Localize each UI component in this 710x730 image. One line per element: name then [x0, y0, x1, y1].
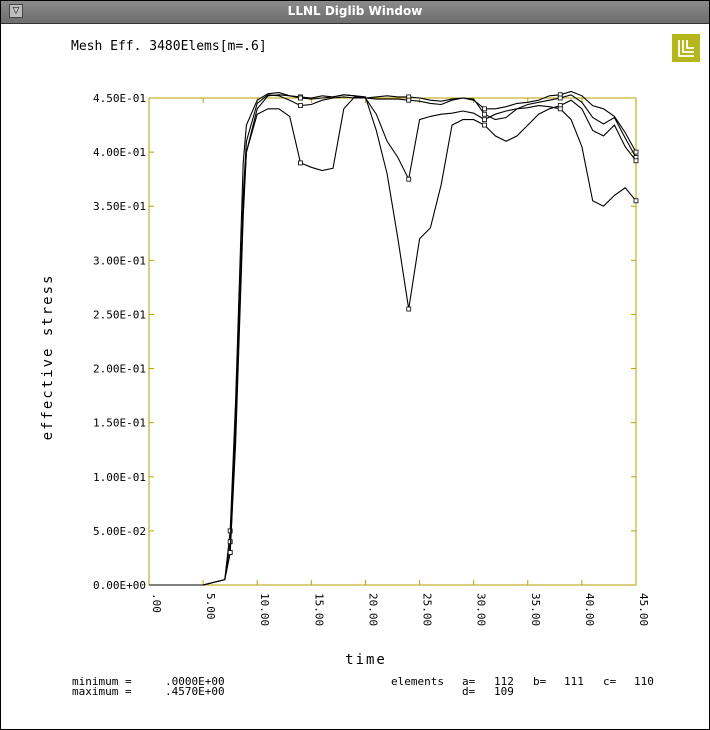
series-line-b: [149, 94, 637, 586]
series-marker-b: [298, 103, 303, 108]
y-tick-label: 5.00E-02: [93, 525, 146, 538]
series-line-d: [149, 96, 637, 586]
x-tick-label: 35.00: [529, 593, 542, 626]
x-tick-label: 30.00: [475, 593, 488, 626]
series-marker-b: [406, 97, 412, 103]
series-line-c: [149, 94, 637, 586]
series-marker-c: [482, 122, 487, 128]
stress-chart: Mesh Eff. 3480Elems[m=.6] 0.00E+00 5.00E-…: [40, 34, 700, 698]
x-tick-label: 45.00: [637, 593, 650, 626]
x-tick-label: .00: [150, 593, 163, 613]
y-tick-label: 4.00E-01: [93, 146, 146, 159]
chart-title: Mesh Eff. 3480Elems[m=.6]: [71, 39, 267, 54]
y-tick-label: 3.50E-01: [93, 200, 146, 213]
plot-frame: [148, 97, 637, 586]
window-title: LLNL Diglib Window: [287, 4, 423, 18]
series-marker-d: [298, 160, 303, 166]
y-tick-label: 2.50E-01: [93, 308, 146, 321]
x-tick-label: 20.00: [366, 593, 379, 626]
window-menu-icon[interactable]: ▽: [9, 4, 23, 18]
llnl-logo: [672, 34, 700, 62]
series-marker-c: [633, 158, 639, 164]
series-line-a: [149, 90, 637, 586]
series-marker-d: [482, 117, 487, 123]
x-tick-label: 25.00: [421, 593, 434, 626]
element-d-value: 109: [494, 685, 514, 698]
minimum-value: .0000E+00: [165, 675, 225, 688]
series-marker-d: [557, 106, 563, 112]
elements-label: elements: [391, 675, 444, 688]
series-marker-b: [482, 111, 487, 117]
series-marker-c: [406, 306, 412, 312]
y-tick-label: 2.00E-01: [93, 363, 146, 376]
minimum-label: minimum =: [72, 675, 132, 688]
x-axis-label: time: [345, 652, 387, 668]
x-tick-label: 5.00: [204, 593, 217, 620]
element-b-label: b=: [533, 675, 547, 688]
maximum-value: .4570E+00: [165, 685, 225, 698]
plot-canvas: Mesh Eff. 3480Elems[m=.6] 0.00E+00 5.00E-…: [4, 24, 706, 726]
element-c-value: 110: [634, 675, 654, 688]
series-marker-d: [406, 176, 412, 182]
element-a-label: a=: [462, 675, 476, 688]
y-tick-label: 1.00E-01: [93, 471, 146, 484]
x-tick-label: 10.00: [258, 593, 271, 626]
x-tick-label: 15.00: [312, 593, 325, 626]
series-marker-d: [633, 198, 639, 204]
y-tick-label: 0.00E+00: [93, 579, 146, 592]
footer-stats: minimum = .0000E+00 maximum = .4570E+00 …: [72, 675, 654, 698]
series-marker-d: [227, 550, 233, 555]
series-marker-b: [557, 95, 563, 101]
element-c-label: c=: [603, 675, 617, 688]
series-marker-a: [633, 149, 639, 155]
title-bar[interactable]: ▽ LLNL Diglib Window: [1, 1, 709, 24]
series-marker-c: [298, 95, 303, 101]
element-b-value: 111: [564, 675, 584, 688]
y-tick-label: 3.00E-01: [93, 254, 146, 267]
element-a-value: 112: [494, 675, 514, 688]
y-axis-label: effective stress: [40, 274, 56, 441]
x-tick-label: 40.00: [583, 593, 596, 626]
series-marker-a: [482, 106, 487, 112]
y-tick-label: 4.50E-01: [93, 92, 146, 105]
y-tick-label: 1.50E-01: [93, 417, 146, 430]
element-d-label: d=: [462, 685, 476, 698]
maximum-label: maximum =: [72, 685, 132, 698]
